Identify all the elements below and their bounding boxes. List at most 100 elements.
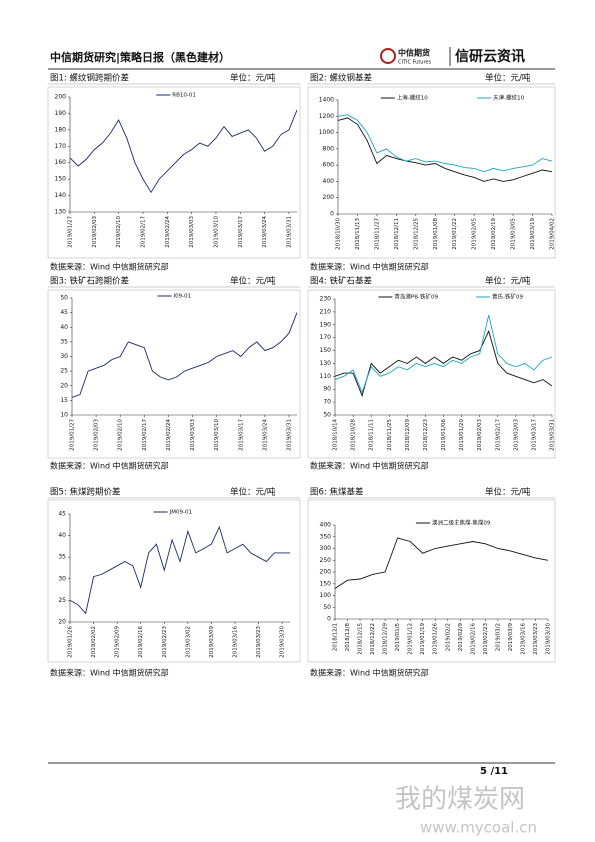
legend-label: JM09-01 [169, 510, 192, 516]
x-tick-label: 2019/01/27 [68, 216, 74, 248]
x-tick-label: 2019/03/9 [508, 623, 514, 652]
x-tick-label: 2019/02/17 [142, 419, 148, 451]
x-tick-label: 2019/03/23 [256, 626, 262, 658]
y-tick-label: 50 [323, 604, 331, 611]
x-tick-label: 2018/11/11 [369, 419, 375, 451]
y-tick-label: 160 [55, 159, 67, 166]
x-tick-label: 2018/11/25 [387, 419, 393, 451]
chart-title: 图1: 螺纹钢跨期价差 [50, 73, 129, 84]
chart-frame [47, 86, 301, 259]
y-tick-label: 200 [323, 194, 335, 201]
chart-unit: 单位：元/吨 [230, 276, 276, 287]
y-tick-label: 10 [60, 412, 68, 419]
y-tick-label: 180 [55, 126, 67, 133]
x-tick-label: 2019/03/09 [209, 626, 215, 658]
x-tick-label: 2019/02/9 [458, 623, 464, 652]
chart-frame [47, 499, 301, 663]
x-tick-label: 2019/02/03 [477, 419, 483, 451]
chart-title: 图5: 焦煤跨期价差 [50, 487, 120, 498]
logo-en: CITIC Futures [398, 60, 431, 66]
y-tick-label: 0 [327, 616, 331, 623]
x-tick-label: 2018/11/13 [355, 218, 361, 250]
series-line [69, 109, 298, 194]
y-tick-label: 35 [60, 338, 68, 345]
x-tick-label: 2019/02/16 [138, 626, 144, 658]
x-tick-label: 2019/01/26 [433, 623, 439, 655]
y-tick-label: 50 [323, 412, 331, 419]
x-tick-label: 2019/02/09 [115, 626, 121, 658]
header-title: 中信期货研究|策略日报（黑色建材） [50, 50, 230, 64]
series-line [69, 525, 290, 615]
x-tick-label: 2019/02/24 [165, 216, 171, 248]
x-tick-label: 2019/02/23 [162, 626, 168, 658]
watermark-url: www.mycoal.cn [420, 819, 537, 837]
y-tick-label: 0 [330, 211, 334, 218]
x-tick-label: 2019/01/08 [433, 218, 439, 250]
series-line [334, 314, 553, 394]
y-tick-label: 150 [320, 580, 332, 587]
y-tick-label: 25 [58, 597, 66, 604]
legend-label: 澳洲二级主焦煤-焦煤09 [432, 519, 491, 527]
x-tick-label: 2019/03/24 [262, 419, 268, 451]
chart-frame [307, 499, 556, 663]
brand: 信研云资讯 [455, 48, 525, 65]
chart-unit: 单位：元/吨 [485, 276, 531, 287]
y-tick-label: 140 [55, 192, 67, 199]
series-line [334, 329, 553, 398]
legend-label: 普氏-铁矿09 [492, 293, 523, 301]
y-tick-label: 170 [320, 334, 332, 341]
x-tick-label: 2019/03/30 [546, 623, 552, 655]
y-tick-label: 400 [320, 522, 332, 529]
x-tick-label: 2019/03/31 [550, 419, 556, 451]
y-tick-label: 170 [55, 143, 67, 150]
y-tick-label: 30 [60, 353, 68, 360]
x-tick-label: 2019/01/5 [395, 623, 401, 652]
y-tick-label: 600 [323, 162, 335, 169]
y-tick-label: 40 [58, 532, 66, 539]
x-tick-label: 2018/10/28 [351, 419, 357, 451]
chart-unit: 单位：元/吨 [230, 487, 276, 498]
x-tick-label: 2018/12/25 [413, 218, 419, 250]
y-tick-label: 250 [320, 557, 332, 564]
y-tick-label: 130 [55, 209, 67, 216]
y-tick-label: 25 [60, 368, 68, 375]
y-tick-label: 30 [58, 575, 66, 582]
y-tick-label: 210 [320, 308, 332, 315]
legend-label: 青岛港PB-铁矿09 [394, 293, 438, 301]
x-tick-label: 2018/12/29 [383, 623, 389, 655]
x-tick-label: 2018/12/23 [423, 419, 429, 451]
chart-source: 数据来源：Wind 中信期货研究部 [50, 262, 169, 272]
page-number: 5 /11 [480, 766, 508, 777]
x-tick-label: 2019/03/17 [531, 419, 537, 451]
x-tick-label: 2019/03/17 [238, 216, 244, 248]
x-tick-label: 2019/03/03 [513, 419, 519, 451]
x-tick-label: 2019/02/10 [116, 216, 122, 248]
x-tick-label: 2018/12/15 [358, 623, 364, 655]
chart-title: 图3: 铁矿石跨期价差 [50, 276, 129, 287]
x-tick-label: 2019/02/16 [470, 623, 476, 655]
x-tick-label: 2019/02/17 [495, 419, 501, 451]
x-tick-label: 2018/12/11 [394, 218, 400, 250]
series-line [337, 117, 553, 182]
y-tick-label: 20 [58, 619, 66, 626]
x-tick-label: 2019/02/10 [118, 419, 124, 451]
chart-unit: 单位：元/吨 [485, 487, 531, 498]
logo-cn: 中信期货 [398, 48, 430, 58]
x-tick-label: 2019/02/17 [140, 216, 146, 248]
y-tick-label: 300 [320, 545, 332, 552]
y-tick-label: 45 [58, 511, 66, 518]
y-tick-label: 150 [320, 347, 332, 354]
x-tick-label: 2019/03/03 [189, 216, 195, 248]
series-line [71, 312, 298, 398]
chart-source: 数据来源：Wind 中信期货研究部 [310, 262, 429, 272]
y-tick-label: 200 [55, 94, 67, 101]
y-tick-label: 1200 [319, 113, 334, 120]
y-tick-label: 100 [320, 592, 332, 599]
y-tick-label: 110 [320, 373, 332, 380]
x-tick-label: 2019/03/19 [530, 218, 536, 250]
legend-label: RB10-01 [172, 93, 196, 99]
y-tick-label: 800 [323, 145, 335, 152]
legend-label: I09-01 [174, 294, 192, 300]
